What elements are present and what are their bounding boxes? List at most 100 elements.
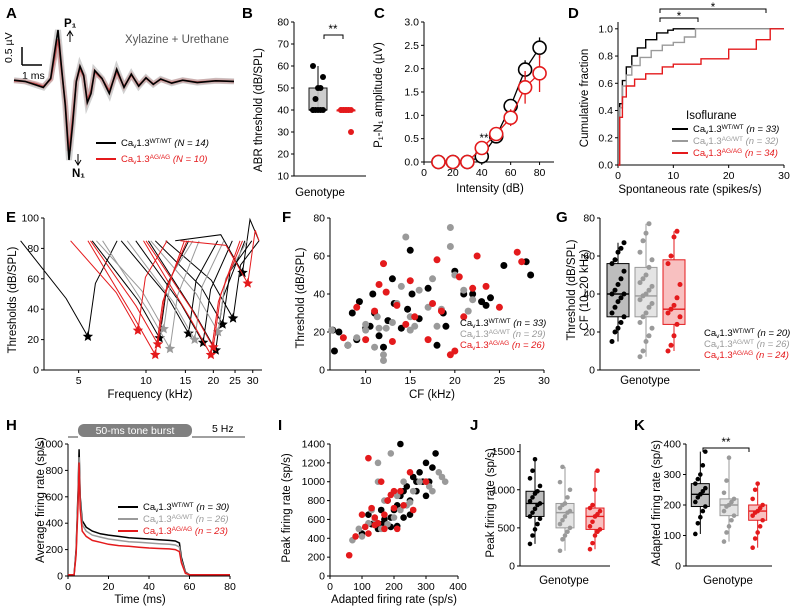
g-point-agag	[665, 348, 671, 354]
i-point-agag	[409, 506, 417, 514]
k-point-agag	[760, 502, 765, 508]
f-point-agag	[518, 258, 526, 266]
f-point-agag	[402, 320, 410, 328]
j-point-ag	[565, 529, 570, 534]
h-axes: 0 200 400 600 800 1000 0 20 40 60 80	[40, 439, 236, 594]
j-point-ag	[557, 479, 563, 485]
i-point-wt	[400, 514, 407, 521]
j-point-wt	[532, 456, 538, 462]
c-y-tick-label: 3.0	[404, 17, 419, 29]
j-axes: 0 500 1000 1500	[492, 444, 610, 573]
i-point-agag	[345, 551, 353, 559]
e-y-tick-label: 80	[27, 243, 39, 255]
j-point-agag	[590, 540, 595, 546]
scale-amp-label: 0.5 µV	[3, 32, 15, 63]
d-sig-bracket-1	[659, 17, 699, 22]
f-point-agag	[375, 281, 383, 288]
h-y-tick-label: 200	[45, 544, 63, 556]
j-y-tick-label: 1500	[492, 446, 516, 458]
panel-letter-k: K	[634, 417, 645, 434]
f-y-tick-label: 20	[313, 327, 325, 339]
e-x-tick-label: 15	[180, 375, 192, 387]
j-point-wt	[527, 514, 533, 519]
c-x-tick-label: 40	[476, 167, 488, 179]
i-point-ag	[355, 525, 363, 533]
e-y-tick-label: 100	[21, 213, 39, 225]
j-point-wt	[537, 483, 543, 489]
i-point-agag	[397, 487, 404, 495]
f-point-ag	[469, 296, 477, 304]
b-y-axis-label: ABR threshold (dB/SPL)	[253, 48, 265, 172]
g-point-ag	[649, 301, 655, 306]
k-point-agag	[757, 524, 763, 529]
g-point-agag	[665, 261, 671, 267]
f-point-ag	[362, 320, 370, 328]
i-point-wt	[406, 511, 414, 519]
f-point-ag	[380, 351, 387, 359]
g-point-agag	[671, 302, 677, 308]
panel-e: Thresholds (dB/SPL) Frequency (kHz)	[7, 246, 193, 401]
k-point-ag	[726, 502, 732, 508]
j-point-wt	[527, 498, 533, 504]
k-point-ag	[729, 499, 734, 505]
e-x-axis-label: Frequency (kHz)	[108, 389, 193, 401]
f-point-ag	[375, 324, 383, 332]
f-point-agag	[482, 282, 490, 290]
g-box-agag	[662, 259, 686, 325]
f-point-ag	[460, 286, 468, 294]
d-y-tick-label: 0.4	[598, 105, 613, 117]
anesthesia-condition: Xylazine + Urethane	[125, 34, 229, 46]
k-y-tick-label: 200	[663, 500, 681, 512]
f-point-wt	[369, 290, 377, 298]
e-cf-star-agag	[242, 277, 253, 288]
d-sig-stars-2: *	[711, 2, 716, 14]
g-point-wt	[621, 268, 627, 274]
g-legend-entry-wt-label: Cav1.3WT/WT (n = 20)	[704, 328, 790, 340]
k-point-wt	[700, 463, 706, 468]
f-point-ag	[328, 326, 336, 334]
b-y-tick-label: 70	[277, 39, 289, 51]
g-point-ag	[646, 333, 652, 339]
f-point-ag	[433, 322, 441, 330]
f-point-ag	[415, 286, 423, 294]
g-y-tick-label: 0	[589, 365, 595, 377]
panel-f: Threshold (dB/SPL) CF (kHz)	[295, 247, 455, 401]
f-legend-entry-agag-label: Cav1.3AG/AG (n = 26)	[460, 340, 545, 352]
e-cf-star-agag	[208, 341, 219, 352]
e-cf-star-wt	[183, 328, 194, 338]
a-legend-entry-wt-label: Cav1.3WT/WT (N = 14)	[121, 138, 209, 150]
peak-p1-label: P₁	[64, 18, 77, 30]
j-point-ag	[557, 521, 563, 527]
b-point-wt	[310, 63, 316, 69]
g-point-ag	[646, 221, 652, 227]
k-point-wt	[698, 514, 703, 520]
g-point-ag	[637, 320, 643, 325]
g-y-tick-label: 80	[583, 213, 595, 225]
c-x-axis-label: Intensity (dB)	[456, 183, 524, 195]
f-point-agag	[469, 284, 477, 292]
e-tuning-curve-wt	[147, 240, 246, 352]
h-x-axis-label: Time (ms)	[114, 594, 165, 606]
g-y-axis-label-2: CF (10–20 kHz)	[579, 249, 591, 330]
d-y-tick-label: 0.8	[598, 51, 613, 63]
peak-p1-arrow	[66, 30, 74, 42]
c-x-tick-label: 0	[421, 167, 427, 179]
f-point-ag	[446, 243, 454, 250]
i-point-wt	[409, 473, 417, 481]
chart-marks: Cav1.3WT/WT (N = 14) Cav1.3AG/AG (N = 10)…	[13, 17, 790, 594]
i-point-ag	[358, 533, 366, 540]
k-point-agag	[752, 536, 758, 541]
k-point-wt	[698, 472, 703, 477]
i-point-ag	[409, 487, 417, 495]
c-sig-stars: **	[480, 133, 489, 145]
f-x-tick-label: 30	[538, 375, 550, 387]
g-y-tick-label: 40	[583, 289, 595, 301]
j-point-ag	[562, 501, 568, 506]
panel-c: P₁-N₁ amplitude (µV) Intensity (dB) **	[373, 42, 524, 195]
h-psth-line-agag	[68, 462, 230, 576]
b-point-wt	[317, 85, 324, 91]
e-cf-star-wt	[227, 312, 239, 323]
j-point-wt	[530, 510, 535, 515]
i-point-ag	[387, 450, 395, 457]
i-point-ag	[416, 478, 423, 486]
